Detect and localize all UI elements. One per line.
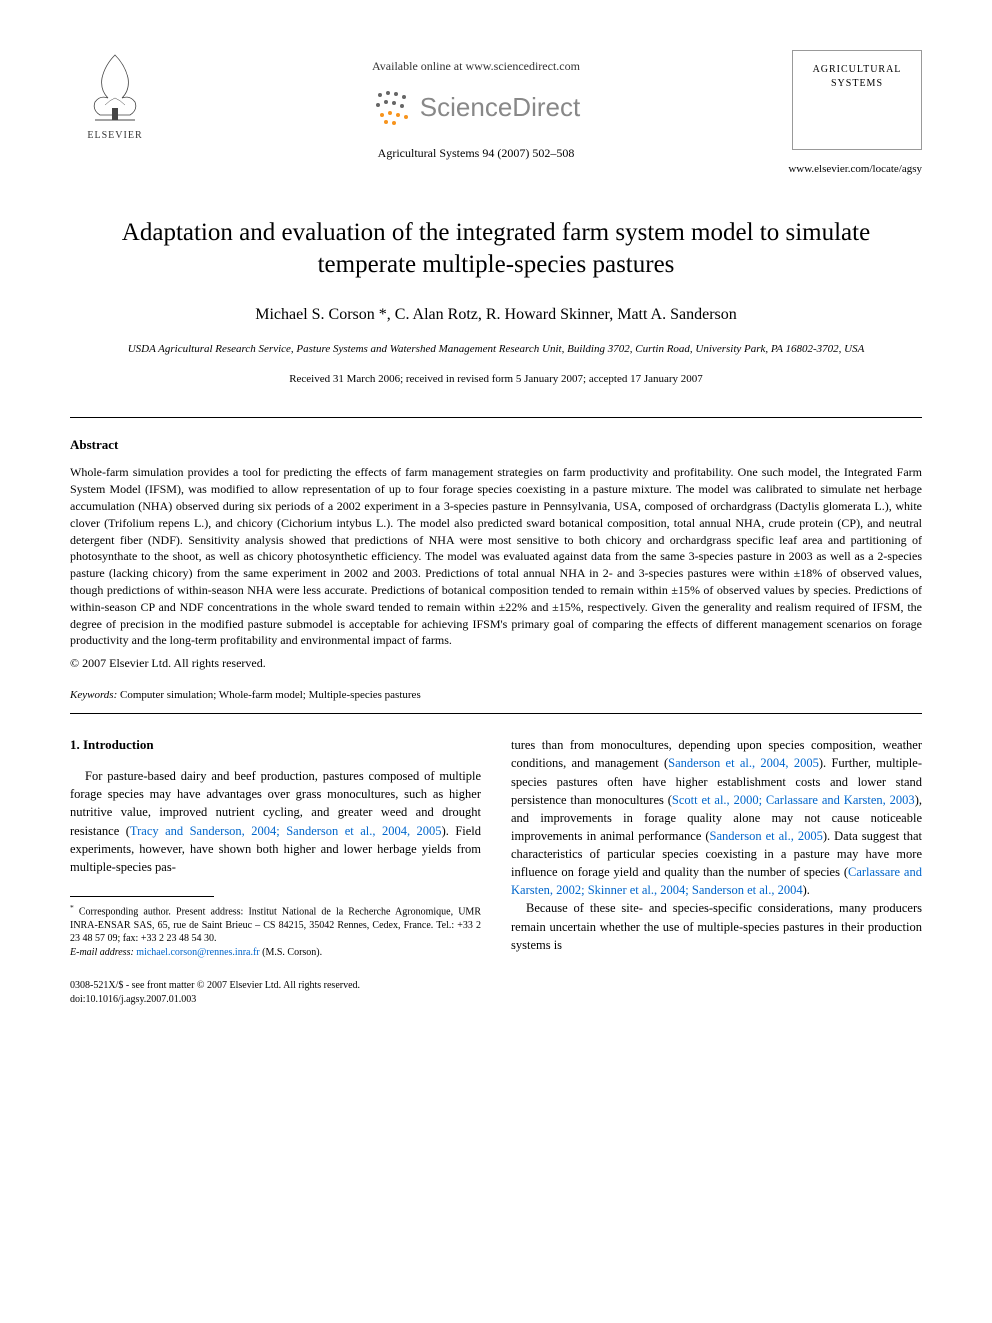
paper-title: Adaptation and evaluation of the integra… <box>70 217 922 282</box>
ref-link[interactable]: Scott et al., 2000; Carlassare and Karst… <box>672 793 915 807</box>
elsevier-logo: ELSEVIER <box>70 50 160 150</box>
corresponding-footnote: * Corresponding author. Present address:… <box>70 903 481 946</box>
header-row: ELSEVIER Available online at www.science… <box>70 50 922 162</box>
ref-link[interactable]: Sanderson et al., 2004, 2005 <box>668 756 819 770</box>
footnote-divider <box>70 896 214 897</box>
divider-top <box>70 417 922 418</box>
keywords-value: Computer simulation; Whole-farm model; M… <box>117 689 420 701</box>
journal-reference: Agricultural Systems 94 (2007) 502–508 <box>160 145 792 162</box>
doi-line: doi:10.1016/j.agsy.2007.01.003 <box>70 993 360 1007</box>
sd-dots-icon <box>372 87 412 127</box>
journal-box: AGRICULTURAL SYSTEMS <box>792 50 922 150</box>
bottom-info: 0308-521X/$ - see front matter © 2007 El… <box>70 979 922 1007</box>
bottom-left-block: 0308-521X/$ - see front matter © 2007 El… <box>70 979 360 1007</box>
available-online-text: Available online at www.sciencedirect.co… <box>160 58 792 75</box>
left-column: 1. Introduction For pasture-based dairy … <box>70 736 481 959</box>
affiliation: USDA Agricultural Research Service, Past… <box>70 342 922 357</box>
sciencedirect-text: ScienceDirect <box>420 89 580 125</box>
journal-box-line1: AGRICULTURAL <box>813 63 902 77</box>
abstract-body: Whole-farm simulation provides a tool fo… <box>70 464 922 649</box>
keywords-line: Keywords: Computer simulation; Whole-far… <box>70 688 922 703</box>
ref-link[interactable]: Sanderson et al., 2005 <box>710 829 823 843</box>
elsevier-label: ELSEVIER <box>87 129 142 143</box>
email-link[interactable]: michael.corson@rennes.inra.fr <box>136 947 259 958</box>
intro-para-right-1: tures than from monocultures, depending … <box>511 736 922 899</box>
intro-heading: 1. Introduction <box>70 736 481 755</box>
sciencedirect-logo: ScienceDirect <box>160 87 792 127</box>
intro-para-left: For pasture-based dairy and beef product… <box>70 767 481 876</box>
copyright-line: © 2007 Elsevier Ltd. All rights reserved… <box>70 655 922 672</box>
email-footnote: E-mail address: michael.corson@rennes.in… <box>70 946 481 960</box>
email-label: E-mail address: <box>70 947 134 958</box>
center-header: Available online at www.sciencedirect.co… <box>160 50 792 162</box>
abstract-heading: Abstract <box>70 436 922 454</box>
right-column: tures than from monocultures, depending … <box>511 736 922 959</box>
elsevier-tree-icon <box>80 50 150 125</box>
authors-line: Michael S. Corson *, C. Alan Rotz, R. Ho… <box>70 304 922 326</box>
keywords-label: Keywords: <box>70 689 117 701</box>
intro-para-right-2: Because of these site- and species-speci… <box>511 899 922 953</box>
dates-line: Received 31 March 2006; received in revi… <box>70 372 922 387</box>
ref-link[interactable]: Tracy and Sanderson, 2004; Sanderson et … <box>130 824 442 838</box>
two-column-body: 1. Introduction For pasture-based dairy … <box>70 736 922 959</box>
journal-box-line2: SYSTEMS <box>831 77 883 91</box>
journal-url[interactable]: www.elsevier.com/locate/agsy <box>70 162 922 177</box>
divider-bottom <box>70 713 922 714</box>
front-matter-line: 0308-521X/$ - see front matter © 2007 El… <box>70 979 360 993</box>
